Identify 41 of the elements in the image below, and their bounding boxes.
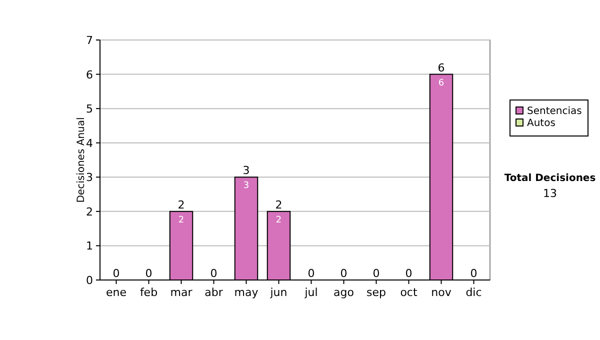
x-tick-label: ago [334, 286, 354, 299]
x-tick-label: may [234, 286, 259, 299]
x-tick-label: ene [106, 286, 127, 299]
total-label: 0 [372, 267, 380, 280]
legend-label: Autos [527, 118, 556, 129]
legend-label: Sentencias [527, 106, 582, 117]
y-tick-label: 0 [86, 274, 93, 287]
x-tick-label: jul [304, 286, 318, 299]
data-label: 2 [178, 215, 184, 226]
total-label: 0 [405, 267, 412, 280]
total-label: 0 [340, 267, 348, 280]
total-label: 3 [242, 164, 250, 178]
y-tick-label: 3 [86, 171, 93, 184]
total-label: 2 [275, 198, 282, 212]
total-label: 0 [470, 267, 478, 280]
total-label: 0 [145, 267, 152, 280]
data-label: 6 [438, 78, 444, 88]
data-label: 3 [243, 181, 250, 192]
x-tick-label: abr [204, 286, 224, 299]
x-tick-label: dic [466, 286, 482, 299]
total-label: 0 [210, 267, 218, 280]
x-tick-label: sep [366, 286, 386, 299]
text: Total Decisiones [504, 173, 596, 184]
y-axis-title: Decisiones Anual [76, 117, 87, 203]
x-tick-label: mar [170, 286, 193, 299]
x-tick-label: oct [400, 286, 418, 299]
y-tick-label: 2 [86, 205, 93, 218]
text: 13 [543, 187, 557, 200]
data-label: 2 [276, 215, 282, 226]
x-tick-label: jun [269, 286, 288, 299]
total-label: 2 [178, 198, 185, 212]
y-tick-label: 5 [86, 102, 93, 116]
y-tick-label: 1 [86, 240, 93, 253]
total-label: 0 [112, 267, 120, 280]
total-label: 0 [308, 267, 315, 280]
y-tick-label: 6 [86, 68, 93, 82]
x-tick-label: nov [431, 286, 452, 299]
y-tick-label: 7 [86, 34, 93, 47]
x-tick-label: feb [140, 286, 158, 299]
y-tick-label: 4 [86, 136, 93, 150]
total-label: 6 [438, 61, 445, 74]
